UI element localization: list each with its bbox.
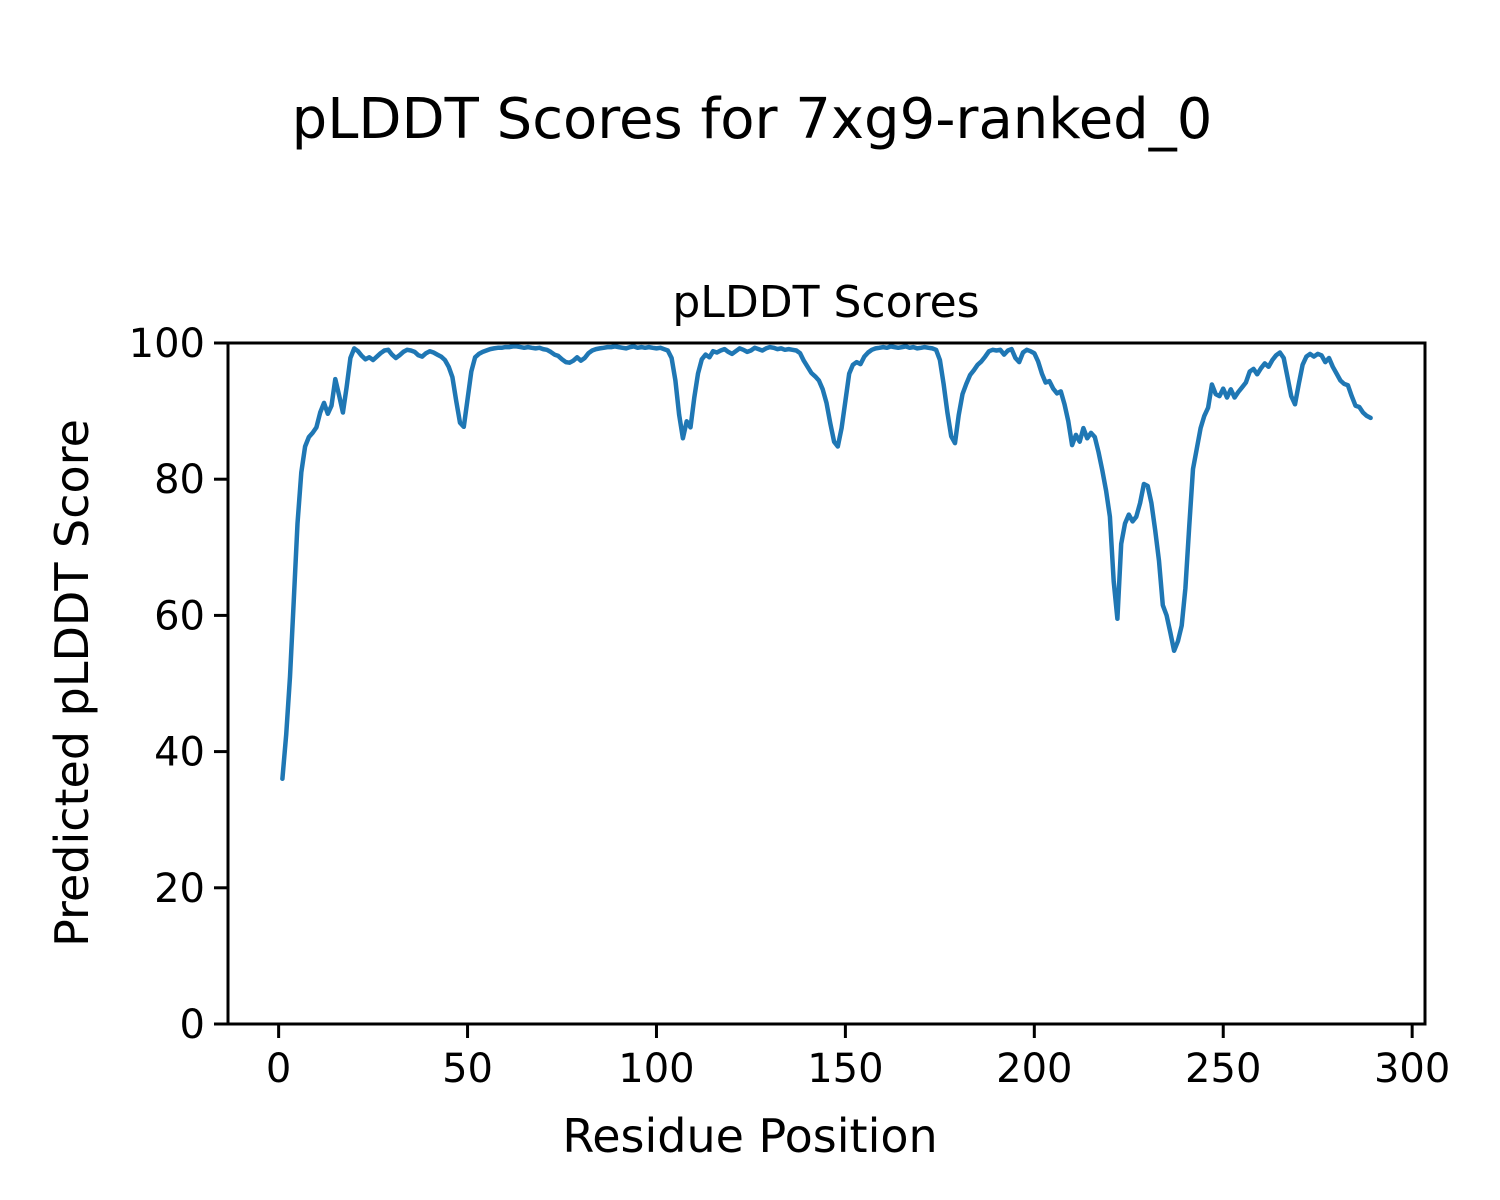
figure-suptitle: pLDDT Scores for 7xg9-ranked_0: [292, 87, 1213, 152]
axes-frame: [226, 341, 1427, 1026]
y-axis-label: Predicted pLDDT Score: [45, 419, 99, 947]
x-axis-label: Residue Position: [562, 1109, 937, 1163]
x-tick-label: 150: [807, 1046, 883, 1092]
x-tick-label: 100: [618, 1046, 694, 1092]
plddt-line: [280, 344, 1373, 782]
y-tick-label: 0: [180, 1002, 205, 1048]
x-axis-ticks: 0 50 100 150 200 250 300: [266, 1024, 1450, 1092]
x-tick-label: 50: [442, 1046, 493, 1092]
x-tick-label: 0: [266, 1046, 291, 1092]
y-tick-label: 100: [129, 321, 205, 367]
x-tick-label: 250: [1185, 1046, 1261, 1092]
y-tick-label: 60: [154, 593, 205, 639]
y-tick-label: 80: [154, 457, 205, 503]
y-tick-label: 40: [154, 730, 205, 776]
y-axis-ticks: 0 20 40 60 80 100: [129, 321, 228, 1048]
y-tick-label: 20: [154, 866, 205, 912]
x-tick-label: 300: [1374, 1046, 1450, 1092]
x-tick-label: 200: [996, 1046, 1072, 1092]
axes-title: pLDDT Scores: [672, 277, 979, 328]
